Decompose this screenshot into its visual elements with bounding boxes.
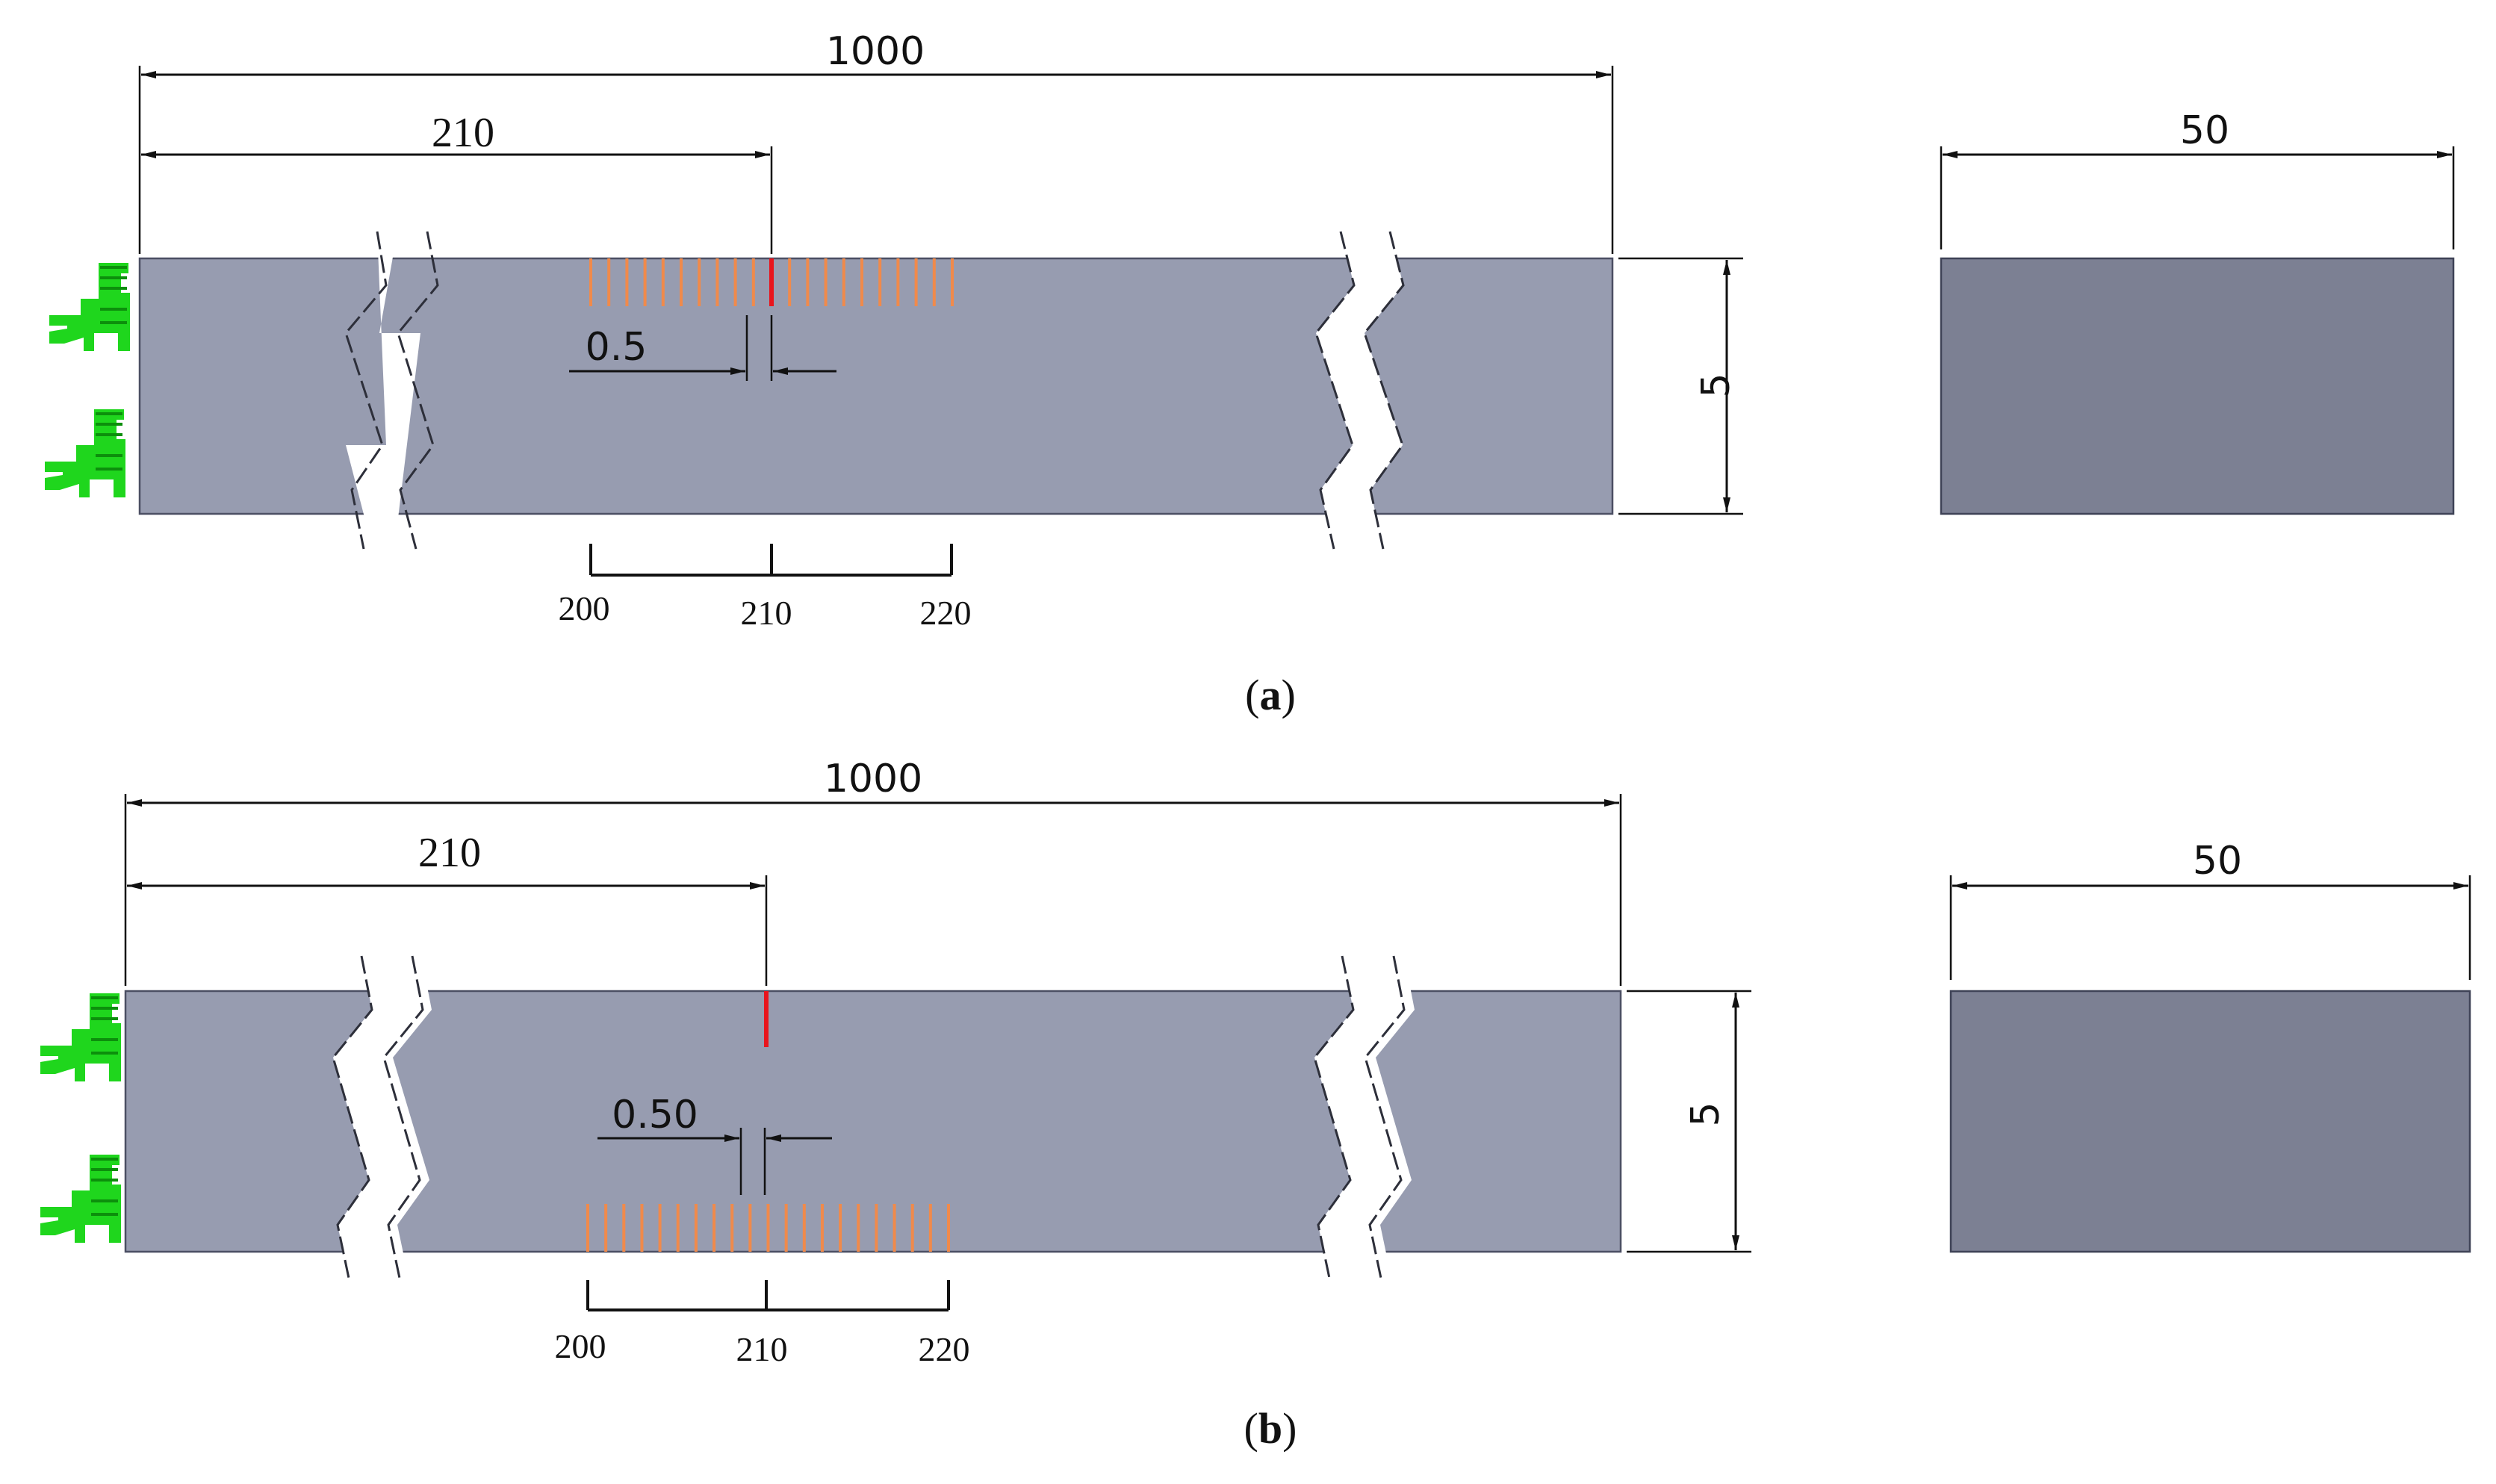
beam-end-view [1940, 257, 2455, 515]
width-label: 50 [2180, 108, 2229, 153]
break-symbol-right [1314, 231, 1405, 550]
crack-position-dimension: 210 [127, 830, 768, 986]
height-label: 5 [1694, 373, 1739, 397]
crack-width-dimension: 0.50 [597, 1093, 832, 1195]
length-label: 1000 [826, 29, 925, 74]
height-dimension: 5 [1618, 257, 1743, 515]
crack-width-label: 0.5 [586, 325, 648, 370]
position-scale: 200 210 220 [559, 544, 972, 632]
panel-caption-a: (a) [1245, 671, 1296, 719]
support-clamp-icon [45, 409, 125, 497]
width-label: 50 [2193, 839, 2242, 884]
width-dimension: 50 [1949, 839, 2471, 980]
beam-end-view [1949, 990, 2471, 1253]
length-label: 1000 [824, 757, 922, 801]
crack-position-label: 210 [432, 110, 494, 156]
support-clamp-icon [49, 263, 130, 351]
position-scale: 200 210 220 [555, 1280, 970, 1368]
scale-tick-220: 220 [920, 594, 972, 632]
height-label: 5 [1683, 1102, 1728, 1126]
break-symbol-left [332, 955, 432, 1282]
scale-tick-210: 210 [741, 594, 792, 632]
panel-b: 1000 210 0.50 [40, 757, 2471, 1453]
crack-width-label: 0.50 [612, 1093, 698, 1137]
break-symbol-left [344, 231, 439, 550]
support-clamp-icon [40, 1155, 121, 1243]
panel-caption-b: (b) [1244, 1404, 1297, 1453]
break-symbol-right [1313, 955, 1415, 1282]
support-clamp-icon [40, 993, 121, 1081]
width-dimension: 50 [1940, 108, 2455, 249]
sensor-array [586, 1204, 950, 1252]
crack-position-dimension: 210 [141, 110, 773, 254]
scale-tick-200: 200 [555, 1327, 606, 1365]
sensor-array [589, 258, 954, 306]
scale-tick-220: 220 [919, 1330, 970, 1368]
crack-position-label: 210 [418, 830, 481, 876]
length-dimension: 1000 [124, 757, 1622, 986]
panel-a: 1000 210 0.5 [45, 29, 2455, 719]
scale-tick-200: 200 [559, 589, 610, 627]
length-dimension: 1000 [138, 29, 1614, 254]
height-dimension: 5 [1627, 990, 1751, 1253]
crack-width-dimension: 0.5 [569, 315, 836, 381]
scale-tick-210: 210 [736, 1330, 788, 1368]
